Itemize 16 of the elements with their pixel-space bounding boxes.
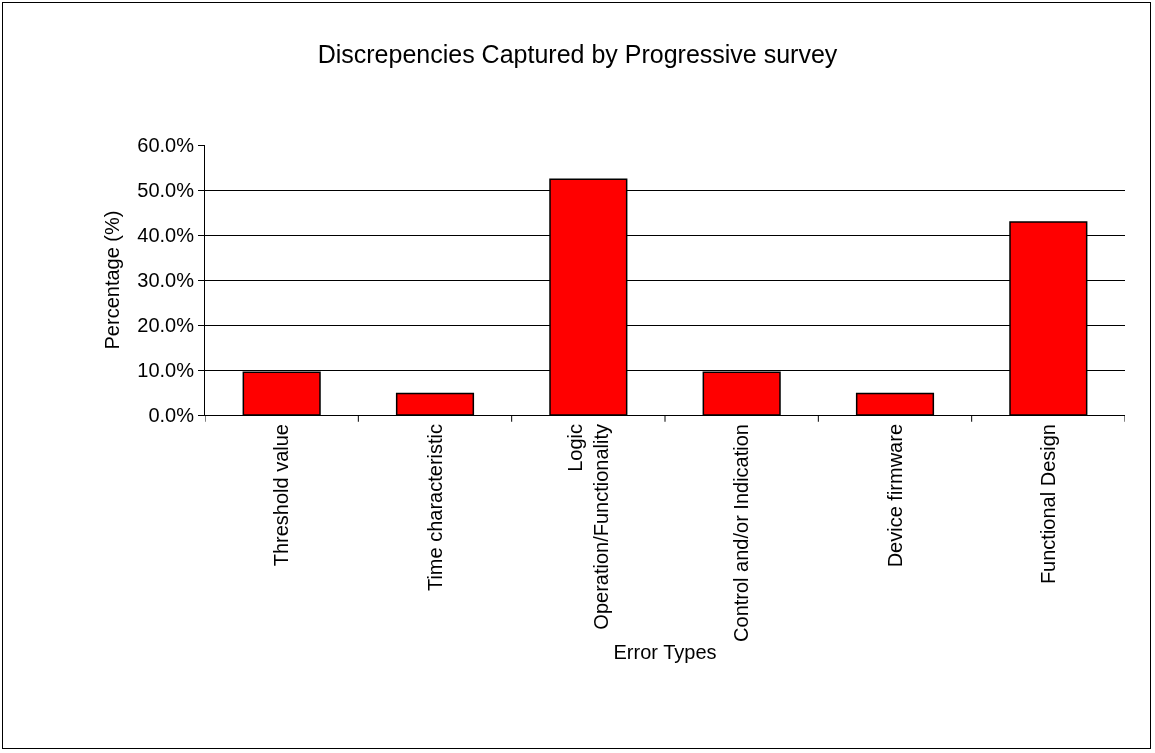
- x-tick-label: Logic Operation/Functionality: [563, 424, 612, 630]
- y-axis-title: Percentage (%): [100, 210, 123, 350]
- chart-title: Discrepencies Captured by Progressive survey: [317, 39, 838, 68]
- y-tick-label: 0.0%: [148, 404, 195, 426]
- x-tick-label: Device firmware: [883, 424, 906, 568]
- y-tick-label: 60.0%: [137, 134, 195, 156]
- x-tick-label: Functional Design: [1036, 424, 1059, 585]
- y-tick-label: 40.0%: [137, 224, 195, 246]
- y-tick-label: 30.0%: [137, 269, 195, 291]
- y-tick-label: 20.0%: [137, 314, 195, 336]
- x-tick-label: Time characteristic: [423, 424, 446, 592]
- x-tick-label: Control and/or Indication: [730, 424, 753, 642]
- x-tick-label: Threshold value: [270, 424, 293, 567]
- y-tick-label: 50.0%: [137, 179, 195, 201]
- x-axis-title: Error Types: [613, 641, 717, 664]
- y-tick-label: 10.0%: [137, 359, 195, 381]
